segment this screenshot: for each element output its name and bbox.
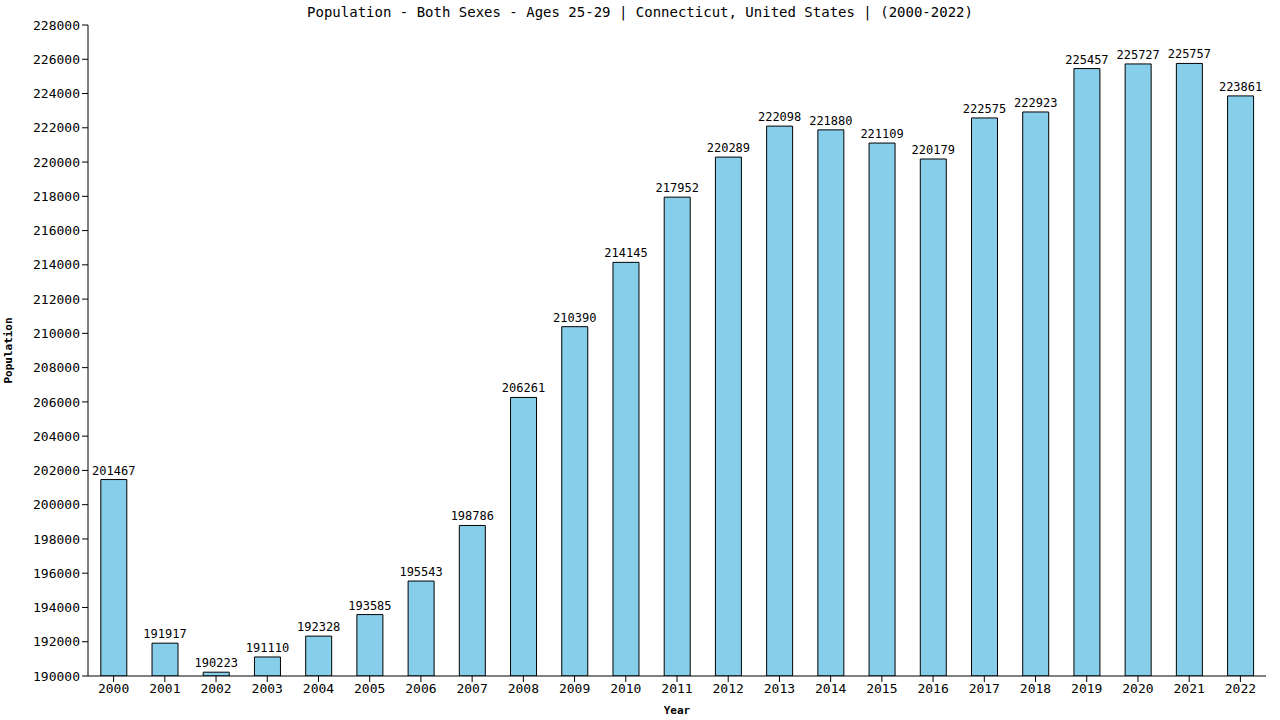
svg-text:206000: 206000 xyxy=(33,395,80,410)
svg-text:2020: 2020 xyxy=(1122,681,1153,696)
svg-text:221880: 221880 xyxy=(809,114,852,128)
svg-text:204000: 204000 xyxy=(33,429,80,444)
html-text:Population - Both Sexes - Ages: Population - Both Sexes - Ages 25-29 | C… xyxy=(307,4,973,20)
svg-text:220289: 220289 xyxy=(707,141,750,155)
svg-text:210390: 210390 xyxy=(553,311,596,325)
svg-text:228000: 228000 xyxy=(33,18,80,33)
svg-text:202000: 202000 xyxy=(33,463,80,478)
svg-text:218000: 218000 xyxy=(33,189,80,204)
svg-text:2022: 2022 xyxy=(1225,681,1256,696)
svg-text:222575: 222575 xyxy=(963,102,1006,116)
svg-text:2004: 2004 xyxy=(303,681,334,696)
svg-text:192000: 192000 xyxy=(33,634,80,649)
svg-text:225727: 225727 xyxy=(1116,48,1159,62)
svg-text:216000: 216000 xyxy=(33,223,80,238)
svg-text:190223: 190223 xyxy=(195,656,238,670)
svg-text:190000: 190000 xyxy=(33,669,80,684)
svg-text:221109: 221109 xyxy=(860,127,903,141)
svg-text:Year: Year xyxy=(664,704,691,717)
svg-text:2015: 2015 xyxy=(866,681,897,696)
svg-text:222000: 222000 xyxy=(33,120,80,135)
svg-text:210000: 210000 xyxy=(33,326,80,341)
svg-text:2011: 2011 xyxy=(661,681,692,696)
svg-text:225757: 225757 xyxy=(1168,47,1211,61)
svg-text:Population: Population xyxy=(8,317,15,383)
svg-text:206261: 206261 xyxy=(502,381,545,395)
svg-text:191917: 191917 xyxy=(143,627,186,641)
svg-text:220000: 220000 xyxy=(33,155,80,170)
svg-text:2018: 2018 xyxy=(1020,681,1051,696)
svg-text:2001: 2001 xyxy=(149,681,180,696)
svg-text:2007: 2007 xyxy=(456,681,487,696)
svg-text:2008: 2008 xyxy=(508,681,539,696)
svg-text:2019: 2019 xyxy=(1071,681,1102,696)
svg-text:198786: 198786 xyxy=(451,509,494,523)
svg-text:214145: 214145 xyxy=(604,246,647,260)
svg-text:2013: 2013 xyxy=(764,681,795,696)
svg-text:2006: 2006 xyxy=(405,681,436,696)
svg-text:193585: 193585 xyxy=(348,599,391,613)
svg-text:195543: 195543 xyxy=(399,565,442,579)
svg-text:2017: 2017 xyxy=(969,681,1000,696)
svg-text:2009: 2009 xyxy=(559,681,590,696)
svg-text:220179: 220179 xyxy=(912,143,955,157)
svg-text:2014: 2014 xyxy=(815,681,846,696)
svg-text:198000: 198000 xyxy=(33,532,80,547)
svg-text:200000: 200000 xyxy=(33,497,80,512)
svg-text:2003: 2003 xyxy=(252,681,283,696)
svg-text:191110: 191110 xyxy=(246,641,289,655)
svg-text:226000: 226000 xyxy=(33,52,80,67)
svg-text:212000: 212000 xyxy=(33,292,80,307)
svg-text:2021: 2021 xyxy=(1174,681,1205,696)
svg-text:196000: 196000 xyxy=(33,566,80,581)
svg-text:2012: 2012 xyxy=(713,681,744,696)
svg-text:2005: 2005 xyxy=(354,681,385,696)
svg-text:2002: 2002 xyxy=(200,681,231,696)
svg-text:225457: 225457 xyxy=(1065,53,1108,67)
svg-text:222923: 222923 xyxy=(1014,96,1057,110)
svg-text:223861: 223861 xyxy=(1219,80,1262,94)
svg-text:217952: 217952 xyxy=(656,181,699,195)
svg-text:201467: 201467 xyxy=(92,464,135,478)
svg-text:222098: 222098 xyxy=(758,110,801,124)
svg-text:224000: 224000 xyxy=(33,86,80,101)
svg-text:2016: 2016 xyxy=(917,681,948,696)
svg-text:214000: 214000 xyxy=(33,257,80,272)
svg-text:2000: 2000 xyxy=(98,681,129,696)
svg-text:194000: 194000 xyxy=(33,600,80,615)
svg-text:2010: 2010 xyxy=(610,681,641,696)
svg-text:208000: 208000 xyxy=(33,360,80,375)
svg-text:192328: 192328 xyxy=(297,620,340,634)
